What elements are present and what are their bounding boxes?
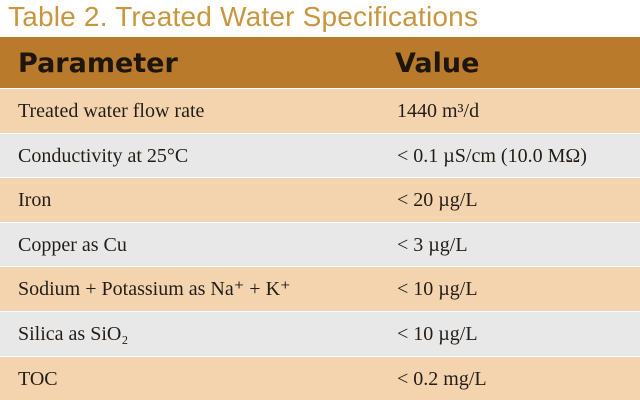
row-parameter: Iron <box>18 189 52 212</box>
table-row: Copper as Cu < 3 µg/L <box>0 221 640 267</box>
row-parameter: TOC <box>18 367 58 390</box>
row-parameter: Copper as Cu <box>18 233 127 256</box>
table-row: Iron < 20 µg/L <box>0 177 640 222</box>
row-value: < 10 µg/L <box>397 278 478 301</box>
row-parameter: Silica as SiO₂ <box>18 322 129 345</box>
row-parameter: Sodium + Potassium as Na⁺ + K⁺ <box>18 278 291 301</box>
row-value: < 0.2 mg/L <box>397 367 487 390</box>
table-row: Silica as SiO₂ < 10 µg/L <box>0 310 640 356</box>
row-value: < 3 µg/L <box>397 233 468 256</box>
table-row: Sodium + Potassium as Na⁺ + K⁺ < 10 µg/L <box>0 266 640 311</box>
row-value: 1440 m³/d <box>397 100 480 122</box>
table-row: TOC < 0.2 mg/L <box>0 355 640 400</box>
row-value: < 20 µg/L <box>397 189 478 212</box>
row-value: < 0.1 µS/cm (10.0 MΩ) <box>397 144 587 167</box>
row-parameter: Conductivity at 25°C <box>18 144 189 167</box>
row-value: < 10 µg/L <box>397 322 478 345</box>
table-row: Treated water flow rate 1440 m³/d <box>0 88 640 133</box>
table-header-row: Parameter Value <box>0 37 640 88</box>
header-value: Value <box>395 48 480 79</box>
row-parameter: Treated water flow rate <box>18 100 205 122</box>
specifications-table: Parameter Value Treated water flow rate … <box>0 37 640 400</box>
table-row: Conductivity at 25°C < 0.1 µS/cm (10.0 M… <box>0 132 640 178</box>
header-parameter: Parameter <box>18 48 178 79</box>
table-title: Table 2. Treated Water Specifications <box>8 1 479 32</box>
